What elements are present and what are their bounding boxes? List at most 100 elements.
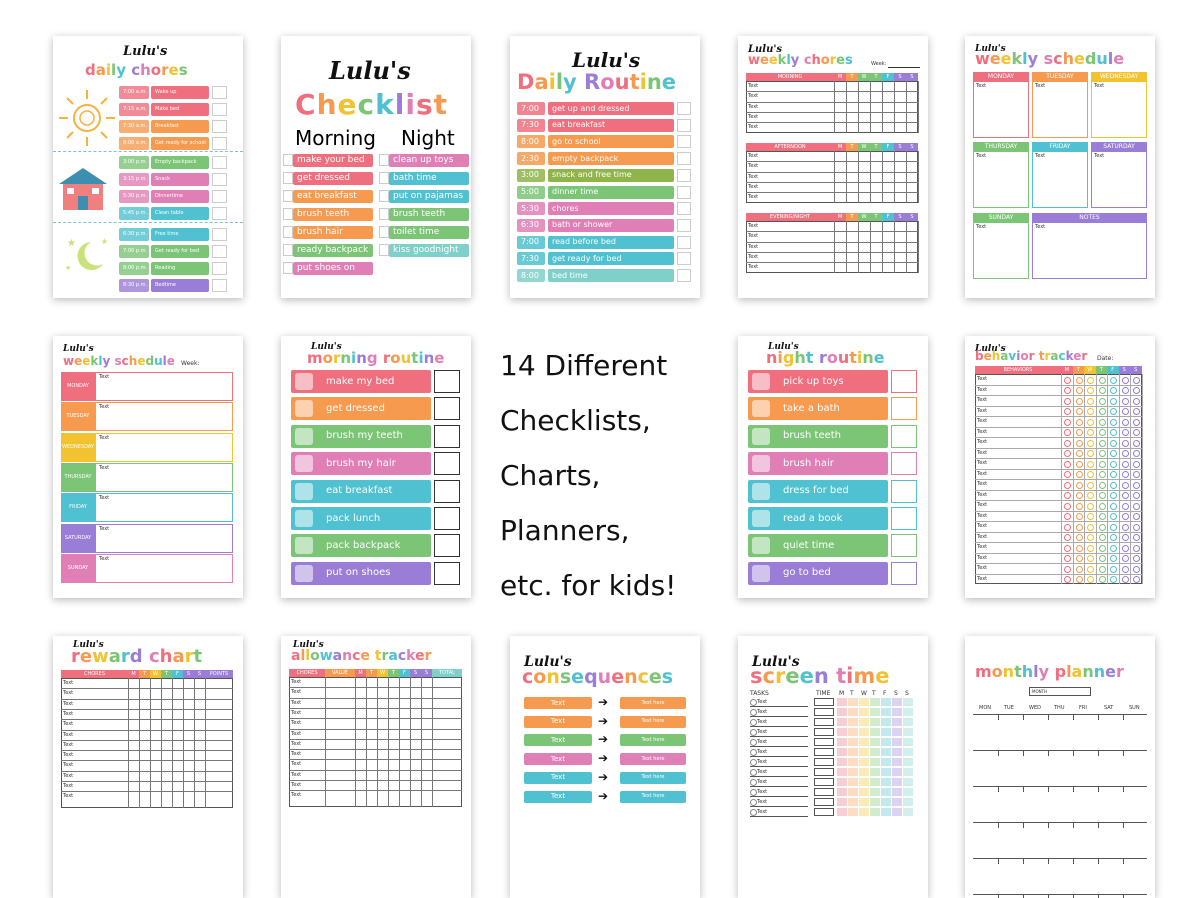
day-cell[interactable] (892, 748, 902, 756)
behavior-circle[interactable] (1110, 429, 1117, 436)
behavior-circle[interactable] (1098, 523, 1106, 531)
behavior-circle[interactable] (1121, 502, 1129, 510)
behavior-circle[interactable] (1064, 576, 1071, 583)
behavior-circle[interactable] (1087, 513, 1094, 520)
behavior-circle[interactable] (1133, 460, 1140, 468)
behavior-circle[interactable] (1064, 555, 1071, 562)
day-cell[interactable] (837, 738, 847, 746)
behavior-circle[interactable] (1064, 534, 1071, 541)
day-cell[interactable] (870, 768, 880, 776)
day-cell[interactable] (848, 778, 858, 786)
chore-checkbox[interactable] (212, 120, 227, 133)
behavior-circle[interactable] (1075, 523, 1083, 531)
day-cell[interactable] (870, 778, 880, 786)
behavior-circle[interactable] (1133, 397, 1140, 405)
time-box[interactable] (814, 728, 834, 736)
behavior-circle[interactable] (1075, 471, 1083, 478)
behavior-circle[interactable] (1110, 565, 1117, 573)
day-cell[interactable] (859, 708, 869, 716)
behavior-circle[interactable] (1075, 502, 1083, 510)
behavior-circle[interactable] (1098, 376, 1106, 384)
day-cell[interactable] (848, 738, 858, 746)
day-cell[interactable] (903, 808, 913, 816)
time-box[interactable] (814, 768, 834, 776)
day-box[interactable] (95, 523, 233, 553)
behavior-circle[interactable] (1121, 460, 1129, 468)
behavior-circle[interactable] (1075, 565, 1083, 573)
time-box[interactable] (814, 718, 834, 726)
behavior-circle[interactable] (1087, 471, 1094, 478)
behavior-circle[interactable] (1133, 429, 1140, 436)
routine-checkbox[interactable] (677, 218, 691, 232)
behavior-circle[interactable] (1064, 429, 1071, 436)
behavior-circle[interactable] (1121, 523, 1129, 531)
behavior-circle[interactable] (1133, 408, 1140, 415)
day-cell[interactable] (892, 738, 902, 746)
behavior-circle[interactable] (1098, 534, 1106, 541)
day-cell[interactable] (903, 758, 913, 766)
day-cell[interactable] (881, 798, 891, 806)
day-box[interactable] (95, 432, 233, 462)
chore-checkbox[interactable] (212, 190, 227, 203)
day-box[interactable] (1032, 222, 1147, 279)
day-cell[interactable] (892, 708, 902, 716)
behavior-circle[interactable] (1064, 387, 1071, 394)
day-cell[interactable] (903, 728, 913, 736)
behavior-circle[interactable] (1087, 481, 1094, 489)
behavior-circle[interactable] (1133, 481, 1140, 489)
day-cell[interactable] (881, 708, 891, 716)
day-cell[interactable] (903, 718, 913, 726)
behavior-circle[interactable] (1087, 376, 1094, 384)
behavior-circle[interactable] (1064, 513, 1071, 520)
routine-checkbox[interactable] (891, 452, 917, 476)
behavior-circle[interactable] (1121, 387, 1129, 394)
behavior-circle[interactable] (1110, 439, 1117, 447)
routine-checkbox[interactable] (434, 452, 460, 476)
behavior-circle[interactable] (1064, 565, 1071, 573)
behavior-circle[interactable] (1075, 439, 1083, 447)
day-cell[interactable] (859, 748, 869, 756)
behavior-circle[interactable] (1133, 471, 1140, 478)
day-cell[interactable] (848, 728, 858, 736)
routine-checkbox[interactable] (677, 152, 691, 166)
behavior-circle[interactable] (1121, 429, 1129, 436)
behavior-circle[interactable] (1121, 376, 1129, 384)
checkbox[interactable] (283, 172, 293, 184)
day-cell[interactable] (881, 718, 891, 726)
routine-checkbox[interactable] (891, 370, 917, 393)
routine-checkbox[interactable] (677, 118, 691, 132)
day-cell[interactable] (903, 738, 913, 746)
behavior-circle[interactable] (1098, 513, 1106, 520)
checkbox[interactable] (283, 190, 293, 202)
routine-checkbox[interactable] (677, 269, 691, 282)
time-box[interactable] (814, 788, 834, 796)
checkbox[interactable] (283, 244, 293, 256)
time-box[interactable] (814, 698, 834, 706)
day-box[interactable] (1032, 81, 1088, 138)
day-cell[interactable] (837, 798, 847, 806)
day-cell[interactable] (848, 768, 858, 776)
behavior-circle[interactable] (1121, 534, 1129, 541)
routine-checkbox[interactable] (891, 424, 917, 448)
routine-checkbox[interactable] (677, 185, 691, 199)
time-box[interactable] (814, 748, 834, 756)
day-cell[interactable] (837, 788, 847, 796)
day-cell[interactable] (870, 698, 880, 706)
day-cell[interactable] (837, 708, 847, 716)
behavior-circle[interactable] (1064, 460, 1071, 468)
behavior-circle[interactable] (1098, 555, 1106, 562)
behavior-circle[interactable] (1098, 408, 1106, 415)
routine-checkbox[interactable] (434, 534, 460, 558)
behavior-circle[interactable] (1121, 408, 1129, 415)
chore-checkbox[interactable] (212, 279, 227, 292)
day-cell[interactable] (870, 758, 880, 766)
behavior-circle[interactable] (1064, 492, 1071, 499)
day-cell[interactable] (870, 748, 880, 756)
day-cell[interactable] (870, 738, 880, 746)
routine-checkbox[interactable] (677, 202, 691, 216)
behavior-circle[interactable] (1121, 492, 1129, 499)
behavior-circle[interactable] (1087, 523, 1094, 531)
day-cell[interactable] (881, 698, 891, 706)
day-cell[interactable] (892, 788, 902, 796)
day-cell[interactable] (892, 698, 902, 706)
